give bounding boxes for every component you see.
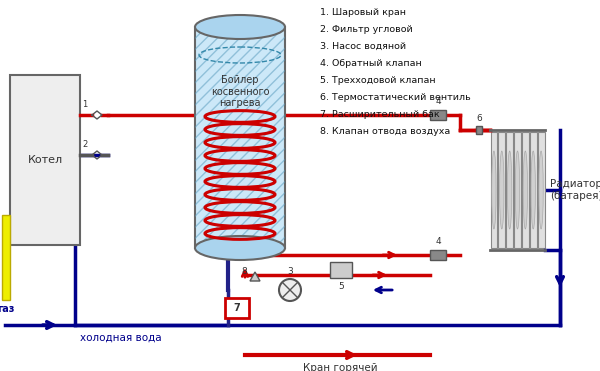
Bar: [330, 262, 352, 278]
Bar: [530, 132, 536, 248]
Ellipse shape: [195, 15, 285, 39]
Circle shape: [279, 279, 301, 301]
Bar: [476, 126, 482, 134]
Bar: [514, 132, 521, 248]
Text: 5: 5: [338, 282, 344, 291]
Text: Бойлер
косвенного
нагрева: Бойлер косвенного нагрева: [211, 75, 269, 108]
Text: 2. Фильтр угловой: 2. Фильтр угловой: [320, 25, 413, 34]
Text: газ: газ: [0, 304, 14, 314]
Text: 1: 1: [82, 100, 87, 109]
Text: 7. Расширительный бак: 7. Расширительный бак: [320, 110, 440, 119]
Ellipse shape: [523, 151, 527, 229]
Ellipse shape: [539, 151, 543, 229]
Bar: [195, 27, 285, 248]
Bar: [491, 132, 497, 248]
Bar: [538, 132, 545, 248]
Polygon shape: [250, 272, 260, 281]
Text: Радиатор
(батарея): Радиатор (батарея): [550, 179, 600, 201]
Text: Котел: Котел: [28, 155, 62, 165]
Text: 8. Клапан отвода воздуха: 8. Клапан отвода воздуха: [320, 127, 450, 136]
Text: холодная вода: холодная вода: [80, 333, 161, 343]
Ellipse shape: [531, 151, 535, 229]
Bar: [430, 250, 446, 260]
Ellipse shape: [500, 151, 504, 229]
Text: 6: 6: [476, 114, 482, 123]
Bar: [430, 110, 446, 120]
Bar: [506, 132, 513, 248]
Text: 3: 3: [287, 267, 293, 276]
Text: 3. Насос водяной: 3. Насос водяной: [320, 42, 406, 51]
Bar: [225, 298, 249, 318]
Text: Кран горячей
воды: Кран горячей воды: [302, 363, 377, 371]
Bar: [499, 132, 505, 248]
Text: 5. Трехходовой клапан: 5. Трехходовой клапан: [320, 76, 436, 85]
Bar: [195, 27, 285, 248]
Bar: [522, 132, 529, 248]
Text: 1. Шаровый кран: 1. Шаровый кран: [320, 8, 406, 17]
Text: 6. Термостатический вентиль: 6. Термостатический вентиль: [320, 93, 471, 102]
Ellipse shape: [195, 236, 285, 260]
Ellipse shape: [508, 151, 512, 229]
Text: 2: 2: [82, 140, 87, 149]
Text: 4. Обратный клапан: 4. Обратный клапан: [320, 59, 422, 68]
Ellipse shape: [492, 151, 496, 229]
Text: 4: 4: [435, 237, 441, 246]
Text: 7: 7: [233, 303, 241, 313]
Text: 8: 8: [241, 266, 247, 276]
Bar: [2, 215, 10, 300]
Ellipse shape: [515, 151, 520, 229]
Text: 4: 4: [435, 97, 441, 106]
Bar: [10, 75, 80, 245]
